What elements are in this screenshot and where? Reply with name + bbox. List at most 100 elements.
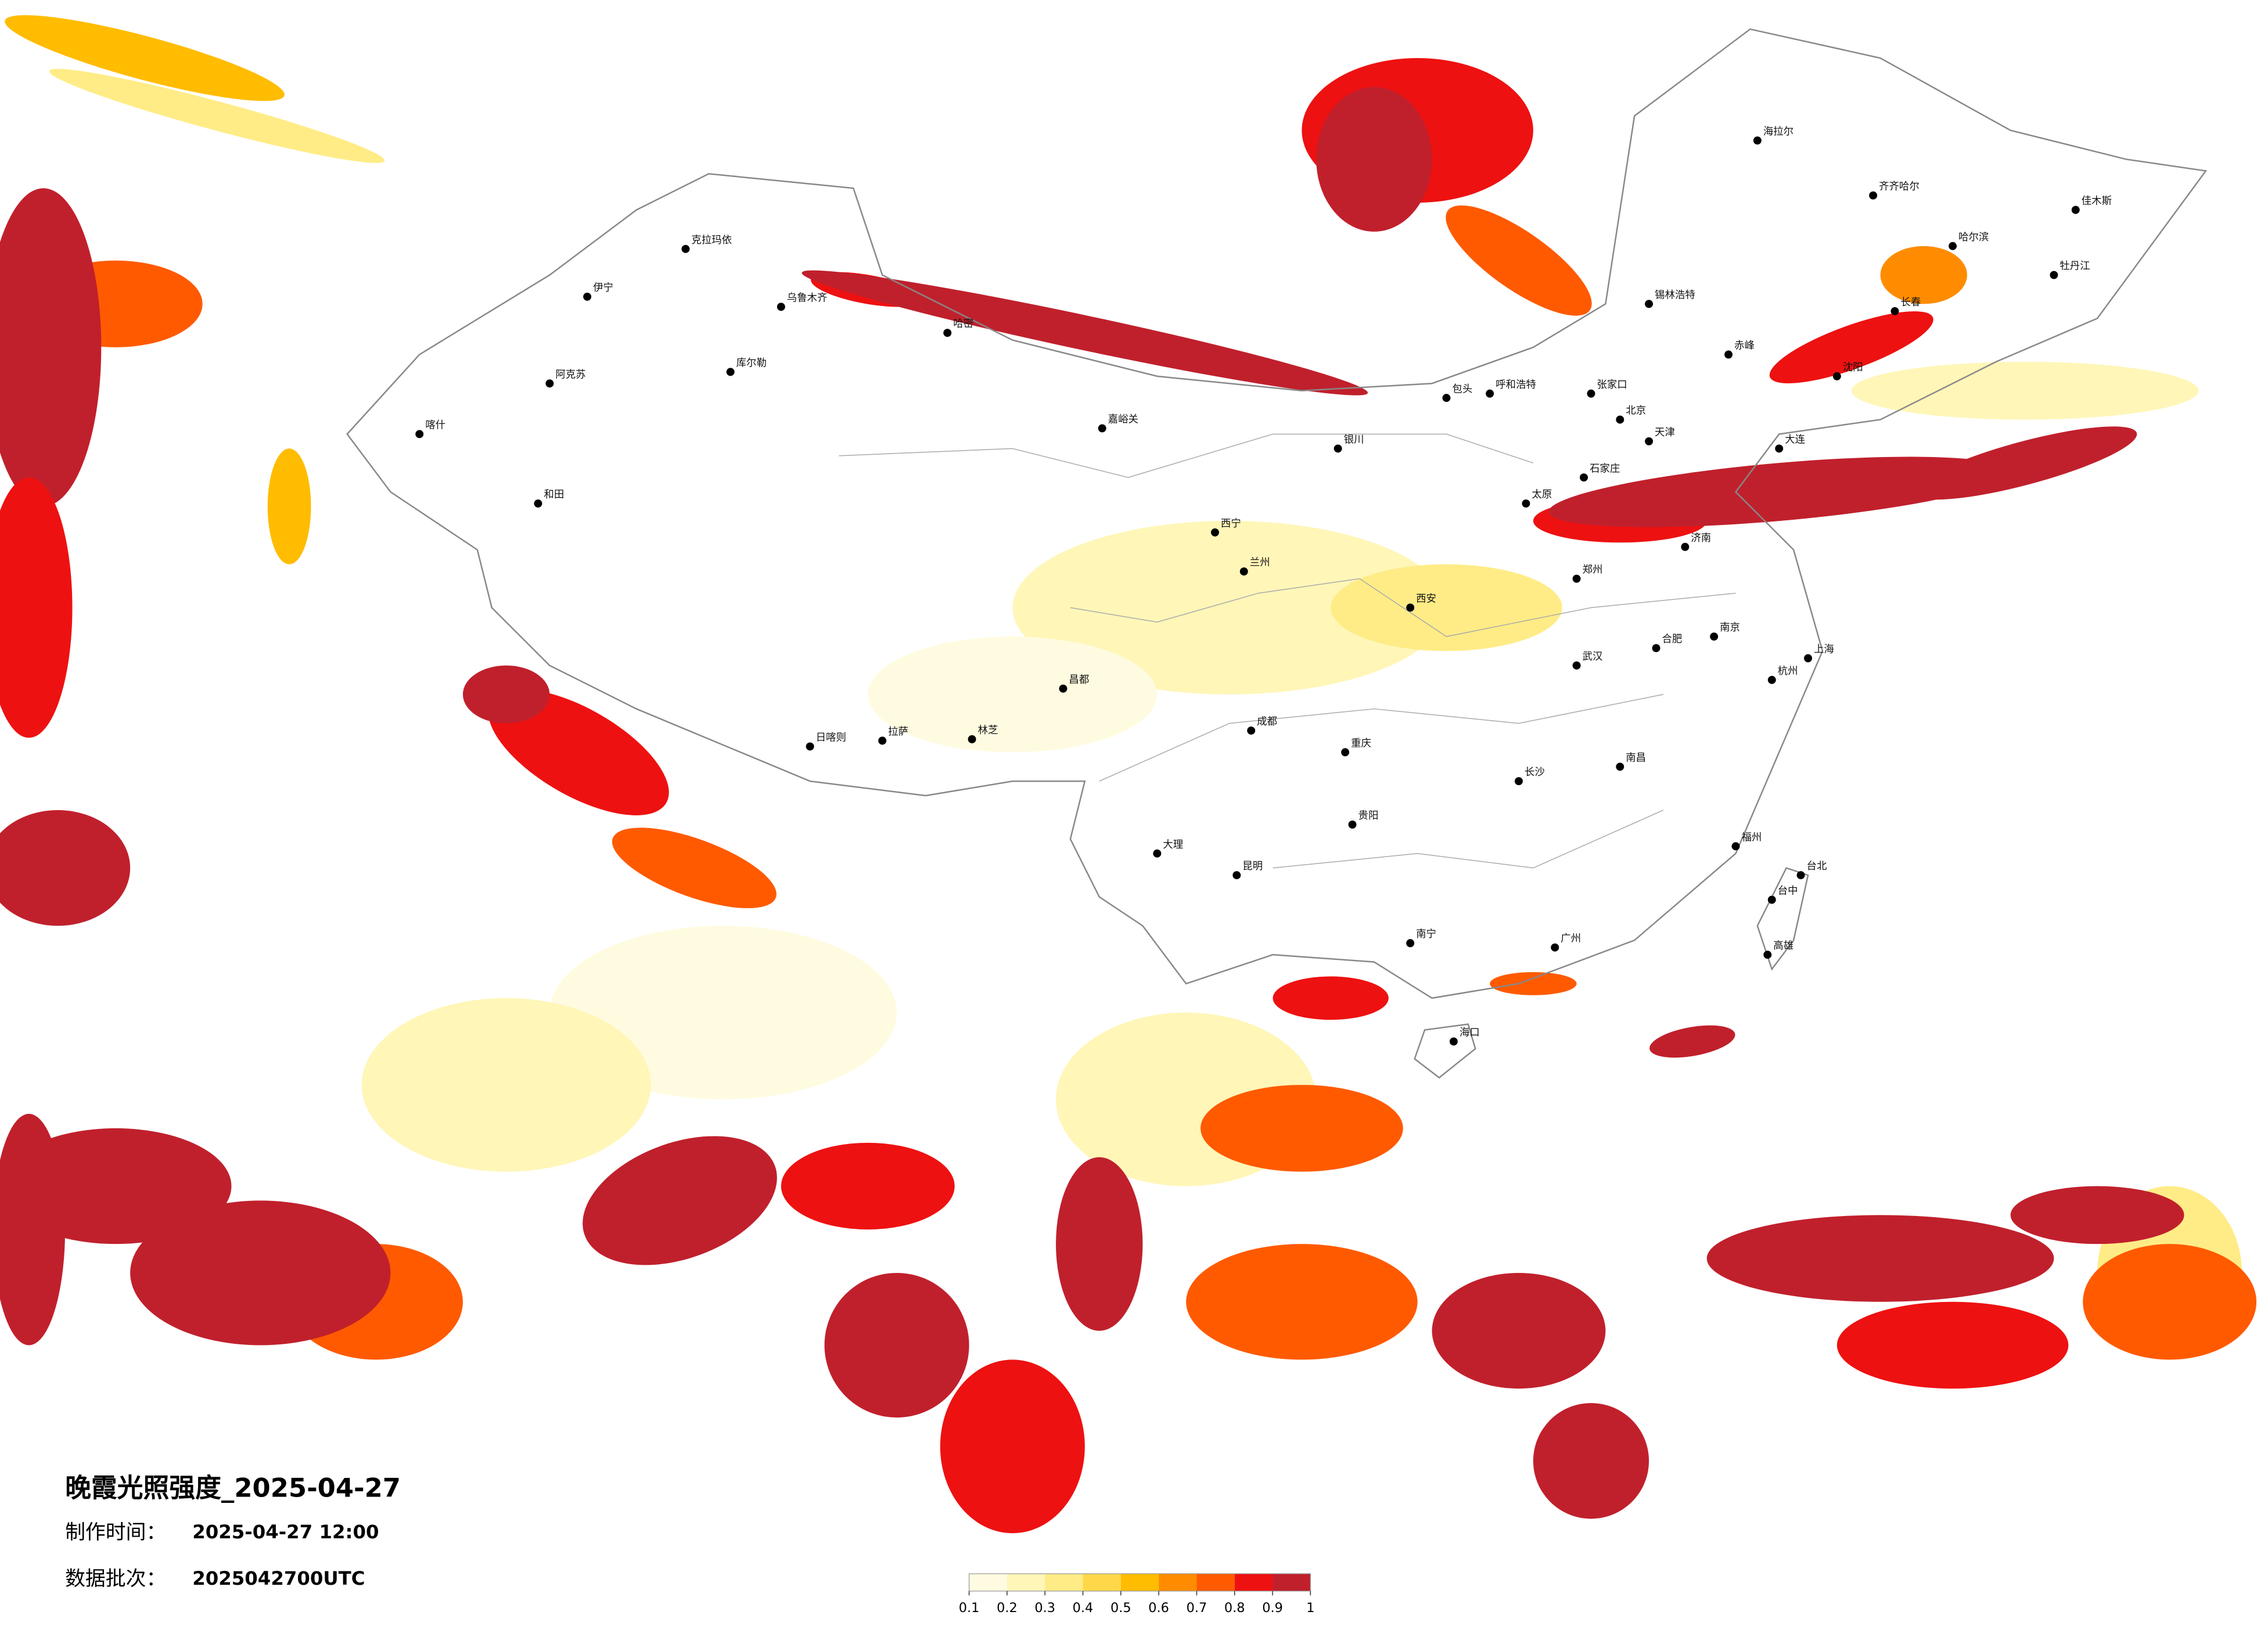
intensity-blob — [1706, 1215, 2054, 1302]
city-label: 上海 — [1814, 644, 1834, 656]
city-label: 台中 — [1778, 885, 1798, 897]
colorbar-swatch — [1273, 1573, 1311, 1591]
border — [346, 28, 2208, 999]
colorbar-tick-label: 0.1 — [959, 1600, 980, 1616]
city-dot — [1232, 871, 1241, 880]
city-dot — [1645, 437, 1654, 445]
city-dot — [1572, 661, 1581, 670]
city-dot — [1442, 394, 1451, 402]
intensity-blob — [824, 1272, 969, 1418]
intensity-blob — [1331, 564, 1562, 652]
city-label: 伊宁 — [593, 282, 613, 294]
city-label: 济南 — [1691, 533, 1711, 544]
intensity-blob — [49, 69, 385, 163]
intensity-blob — [267, 448, 311, 564]
city-label: 合肥 — [1662, 634, 1683, 645]
city-label: 郑州 — [1583, 564, 1603, 576]
colorbar-tick-label: 0.6 — [1148, 1600, 1169, 1616]
city-dot — [726, 368, 735, 376]
colorbar-swatch — [1083, 1573, 1121, 1591]
city-label: 北京 — [1626, 405, 1646, 417]
city-dot — [1767, 895, 1776, 904]
intensity-blob — [1836, 1301, 2069, 1389]
city-dot — [1247, 726, 1256, 735]
colorbar-swatch — [1045, 1573, 1083, 1591]
city-dot — [1731, 842, 1740, 851]
city-dot — [1804, 654, 1813, 663]
intensity-blob — [488, 689, 669, 815]
colorbar-tick-label: 0.5 — [1110, 1600, 1131, 1616]
intensity-blob — [462, 665, 550, 724]
city-dot — [1869, 191, 1878, 200]
city-label: 嘉峪关 — [1108, 414, 1138, 426]
city-label: 喀什 — [425, 420, 445, 431]
intensity-blob — [2083, 1244, 2257, 1360]
intensity-blob — [1913, 426, 2137, 500]
intensity-blob — [1316, 87, 1432, 232]
city-dot — [1645, 300, 1654, 308]
city-label: 沈阳 — [1843, 362, 1863, 373]
intensity-blob — [1273, 976, 1389, 1020]
city-label: 乌鲁木齐 — [787, 292, 828, 304]
city-dot — [545, 379, 554, 388]
intensity-blob — [1548, 456, 2010, 527]
city-dot — [1710, 632, 1719, 641]
city-label: 齐齐哈尔 — [1879, 181, 1920, 193]
city-label: 林芝 — [978, 725, 998, 736]
intensity-blob — [1851, 361, 2199, 420]
intensity-blob — [361, 998, 651, 1172]
colorbar-tick-label: 0.4 — [1073, 1600, 1094, 1616]
intensity-blob — [801, 270, 1368, 395]
city-dot — [1753, 136, 1762, 145]
intensity-blob — [781, 1142, 955, 1230]
city-label: 大连 — [1785, 434, 1805, 445]
intensity-blob — [1432, 1272, 1606, 1389]
city-label: 南昌 — [1626, 752, 1646, 764]
city-dot — [1832, 372, 1841, 380]
city-dot — [1449, 1037, 1458, 1046]
city-dot — [1341, 748, 1350, 757]
city-dot — [583, 292, 592, 301]
city-dot — [1767, 675, 1776, 684]
city-dot — [1796, 871, 1805, 880]
info-label: 制作时间： — [65, 1521, 166, 1544]
city-dot — [878, 736, 887, 745]
city-label: 台北 — [1807, 861, 1827, 872]
intensity-blob — [1446, 205, 1592, 316]
city-label: 呼和浩特 — [1496, 379, 1536, 391]
intensity-blob — [1490, 972, 1577, 995]
city-label: 福州 — [1741, 832, 1762, 843]
city-label: 库尔勒 — [736, 357, 767, 369]
city-dot — [681, 244, 690, 253]
city-dot — [1406, 939, 1415, 948]
intensity-blob — [940, 1359, 1085, 1534]
intensity-blob — [0, 810, 131, 926]
city-label: 兰州 — [1250, 557, 1270, 569]
city-dot — [1522, 499, 1530, 508]
city-dot — [1890, 307, 1899, 315]
intensity-blob — [0, 188, 102, 506]
city-dot — [1153, 849, 1162, 858]
colorbar: 0.1 0.2 0.3 0.4 0.5 0.6 0.7 0.8 0.9 1 — [959, 1573, 1314, 1616]
city-label: 武汉 — [1583, 651, 1603, 663]
city-label: 哈尔滨 — [1958, 232, 1989, 243]
city-label: 长春 — [1900, 297, 1921, 308]
city-dot — [1334, 444, 1342, 453]
city-label: 南宁 — [1416, 929, 1436, 940]
colorbar-frame — [968, 1573, 1311, 1592]
intensity-blob — [868, 636, 1158, 753]
intensity-blob — [1186, 1244, 1418, 1360]
city-label: 昌都 — [1069, 674, 1089, 686]
intensity-blob — [5, 15, 285, 101]
intensity-blob — [1769, 311, 1933, 384]
city-dot — [1551, 943, 1559, 952]
city-label: 西宁 — [1221, 518, 1241, 530]
colorbar-swatch — [969, 1573, 1007, 1591]
intensity-blob — [612, 828, 777, 908]
intensity-blob — [1012, 520, 1447, 695]
intensity-blob — [0, 1128, 232, 1244]
colorbar-swatch — [1159, 1573, 1197, 1591]
city-dot — [1763, 951, 1772, 959]
intensity-blob — [130, 1200, 391, 1346]
intensity-field — [0, 15, 2257, 1534]
